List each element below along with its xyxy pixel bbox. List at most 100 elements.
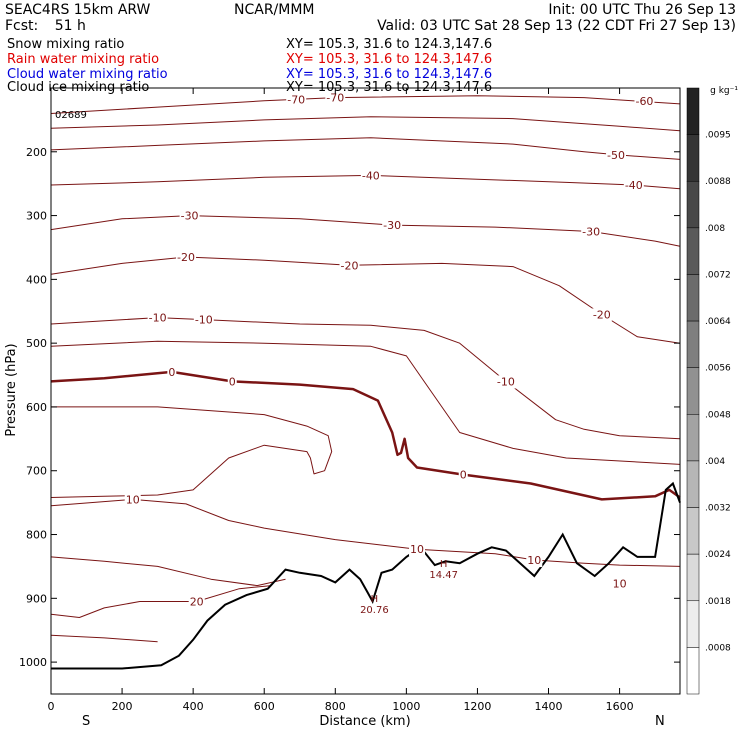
- label-knockout: [147, 311, 168, 325]
- x-tick-label: 200: [112, 700, 133, 713]
- y-tick-label: 700: [26, 465, 47, 478]
- isotherm-10: [50, 498, 681, 567]
- label-knockout: [634, 94, 655, 108]
- isotherm--20-label: -20: [177, 251, 195, 264]
- isotherm--70-label: -70: [287, 93, 305, 106]
- colorbar-swatch: [686, 460, 700, 508]
- colorbar-tick-label: .0024: [705, 550, 731, 560]
- isotherm--70-label: -70: [326, 92, 344, 105]
- colorbar: .0095 .0088 .008 .0072 .0064 .0056 .0048 .004 .0…: [686, 87, 731, 695]
- isotherm--60: [50, 116, 681, 132]
- organization-label: NCAR/MMM: [234, 2, 315, 18]
- label-knockout: [188, 595, 205, 609]
- y-tick-label: 200: [26, 146, 47, 159]
- label-knockout: [124, 493, 141, 507]
- isotherm--20-label: -20: [593, 308, 611, 321]
- isotherm--10: [50, 317, 681, 440]
- colorbar-swatch: [686, 227, 700, 275]
- colorbar-swatch: [686, 600, 700, 648]
- isotherm--40: [50, 174, 681, 190]
- colorbar-tick-label: .0095: [705, 131, 731, 141]
- isotherm-10-label: 10: [126, 493, 140, 506]
- label-knockout: [286, 93, 307, 107]
- colorbar-tick-label: .004: [705, 457, 725, 467]
- isotherm--70: [50, 95, 681, 114]
- x-tick-label: 1000: [392, 700, 420, 713]
- colorbar-swatch: [686, 367, 700, 415]
- colorbar-tick-label: .0056: [705, 364, 731, 374]
- label-knockout: [227, 375, 237, 389]
- valid-time: Valid: 03 UTC Sat 28 Sep 13 (22 CDT Fri …: [377, 18, 736, 34]
- isotherm--70-label: -60: [635, 95, 653, 108]
- forecast-hour-value: 51 h: [54, 18, 86, 34]
- label-knockout: [606, 148, 627, 162]
- direction-south: S: [82, 714, 90, 729]
- y-tick-label: 500: [26, 337, 47, 350]
- field-snow-name: Snow mixing ratio: [7, 37, 125, 52]
- colorbar-tick-label: .0088: [705, 177, 731, 187]
- x-tick-label: 1400: [535, 700, 563, 713]
- direction-north: N: [655, 714, 665, 729]
- y-tick-label: 900: [26, 592, 47, 605]
- label-knockout: [526, 554, 543, 568]
- x-tick-label: 1200: [463, 700, 491, 713]
- isotherm-0-freezing-label: 0: [168, 366, 175, 379]
- label-knockout: [179, 209, 200, 223]
- colorbar-swatch: [686, 507, 700, 555]
- isotherm--50: [50, 137, 681, 160]
- label-knockout: [495, 375, 516, 389]
- isotherm--30-label: -30: [582, 226, 600, 239]
- label-knockout: [581, 225, 602, 239]
- isotherm--30-label: -30: [383, 219, 401, 232]
- isotherm--10-label: -10: [195, 314, 213, 327]
- colorbar-tick-label: .008: [705, 224, 725, 234]
- label-knockout: [167, 365, 177, 379]
- isotherm-10-label: 10: [527, 554, 541, 567]
- field-snow-xy: XY= 105.3, 31.6 to 124.3,147.6: [286, 37, 493, 52]
- contour-label-layer: -70 -70 -60 -50 -40 -40 -30 -30 -30 -20 -20 -20 -10 -…: [124, 91, 655, 609]
- x-tick-label: 0: [48, 700, 55, 713]
- isotherm--20: [50, 256, 681, 344]
- isotherm--20-label: -20: [341, 259, 359, 272]
- label-knockout: [382, 219, 403, 233]
- isotherm-10-label: 10: [613, 578, 627, 591]
- colorbar-swatch: [686, 320, 700, 368]
- label-knockout: [193, 313, 214, 327]
- colorbar-swatch: [686, 87, 700, 135]
- isotherm--30-label: -30: [181, 210, 199, 223]
- colorbar-tick-label: .0032: [705, 504, 731, 514]
- colorbar-swatch: [686, 647, 700, 695]
- colorbar-tick-label: .0064: [705, 317, 731, 327]
- label-knockout: [360, 169, 381, 183]
- colorbar-swatch: [686, 180, 700, 229]
- label-knockout: [176, 251, 197, 265]
- colorbar-tick-label: .0048: [705, 410, 731, 420]
- y-tick-label: 600: [26, 401, 47, 414]
- init-time: Init: 00 UTC Thu 26 Sep 13: [548, 2, 736, 18]
- forecast-hour: Fcst: 51 h: [5, 18, 86, 34]
- colorbar-swatch: [686, 134, 700, 182]
- y-tick-label: 300: [26, 210, 47, 223]
- field-rain-xy: XY= 105.3, 31.6 to 124.3,147.6: [286, 52, 493, 67]
- x-tick-label: 1600: [606, 700, 634, 713]
- y-tick-label: 800: [26, 529, 47, 542]
- colorbar-tick-label: .0008: [705, 643, 731, 653]
- isotherm--50-label: -50: [607, 149, 625, 162]
- isotherm-5: [50, 406, 333, 498]
- isotherm-10-label: 10: [410, 543, 424, 556]
- isotherm-25: [50, 634, 158, 643]
- forecast-hour-label: Fcst:: [5, 18, 39, 34]
- label-knockout: [611, 577, 628, 591]
- isotherm-0-freezing-label: 0: [229, 375, 236, 388]
- label-knockout: [591, 308, 612, 322]
- x-tick-label: 400: [183, 700, 204, 713]
- terrain-line: [51, 481, 681, 670]
- colorbar-units: g kg⁻¹: [710, 86, 738, 96]
- label-knockout: [409, 543, 426, 557]
- colorbar-swatch: [686, 553, 700, 602]
- y-axis-label: Pressure (hPa): [4, 343, 19, 436]
- isotherm--40-label: -40: [625, 179, 643, 192]
- y-tick-label: 400: [26, 273, 47, 286]
